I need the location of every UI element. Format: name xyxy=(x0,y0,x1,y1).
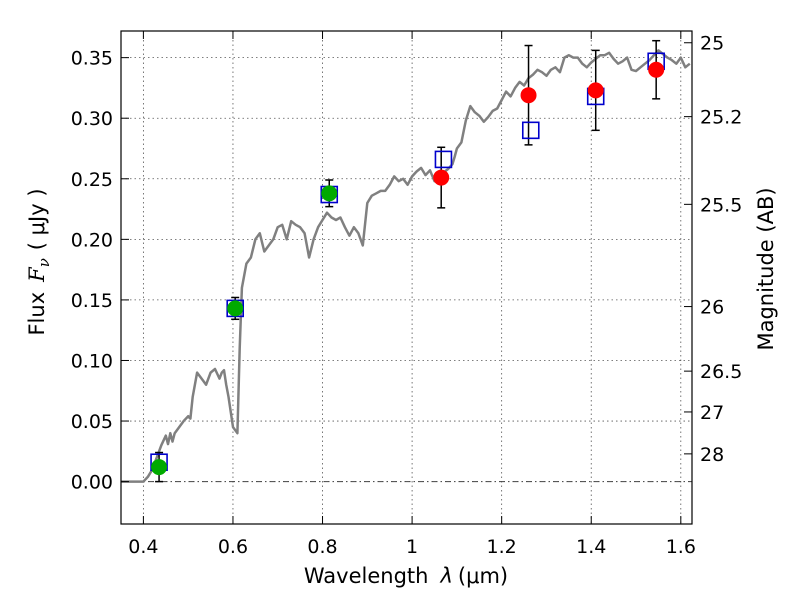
ticks: 0.4 0.6 0.8 1 1.2 1.4 1.6 0.00 0.05 0.10 0.15 0.20 0… xyxy=(71,31,742,558)
x-tick-label: 0.6 xyxy=(218,536,248,558)
model-square-marker xyxy=(434,150,453,169)
sed-model-line xyxy=(121,49,691,483)
observed-circle-marker xyxy=(433,169,450,186)
y-axis-label-subscript: ν xyxy=(35,258,53,267)
x-tick-label: 1.4 xyxy=(576,536,606,558)
grid xyxy=(121,31,692,524)
y-axis-label-unit: ( μJy ) xyxy=(25,188,49,250)
y2-tick-label: 26.5 xyxy=(700,361,742,383)
plot-area xyxy=(121,31,692,524)
observed-circle-marker xyxy=(151,459,168,476)
y-tick-label: 0.30 xyxy=(71,108,113,130)
axis-labels: Wavelength λ (μm) Flux Fν ( μJy ) Magnitude … xyxy=(25,187,778,588)
x-tick-label: 0.4 xyxy=(128,536,158,558)
y-tick-label: 0.10 xyxy=(71,350,113,372)
x-tick-label: 1.6 xyxy=(666,536,696,558)
y2-tick-label: 25 xyxy=(700,33,724,55)
observed-circle-marker xyxy=(648,61,665,78)
axes-frame-box xyxy=(120,30,693,525)
y2-tick-label: 26 xyxy=(700,297,724,319)
y2-tick-label: 25.5 xyxy=(700,194,742,216)
y-tick-label: 0.15 xyxy=(71,290,113,312)
axes-frame xyxy=(120,30,693,525)
x-axis-label: Wavelength λ (μm) xyxy=(304,564,508,588)
y2-tick-label: 25.2 xyxy=(700,107,742,129)
x-tick-label: 0.8 xyxy=(307,536,337,558)
observed-circle-marker xyxy=(227,300,244,317)
y-tick-label: 0.05 xyxy=(71,411,113,433)
x-axis-label-text: Wavelength xyxy=(304,564,429,588)
observed-circle-marker xyxy=(520,87,537,104)
y-tick-label: 0.35 xyxy=(71,48,113,70)
y-tick-label: 0.20 xyxy=(71,229,113,251)
x-axis-label-unit: (μm) xyxy=(458,564,508,588)
observed-circle-marker xyxy=(587,82,604,99)
model-square-marker xyxy=(521,121,540,140)
y2-tick-label: 28 xyxy=(700,444,724,466)
observed-circle-marker xyxy=(321,185,338,202)
x-tick-label: 1.2 xyxy=(487,536,517,558)
y-axis-label-symbol: F xyxy=(25,266,49,283)
plot-background xyxy=(121,31,692,524)
y-axis-label-text: Flux xyxy=(25,292,49,336)
y-tick-label: 0.25 xyxy=(71,169,113,191)
markers xyxy=(150,52,665,476)
y-axis-label: Flux Fν ( μJy ) xyxy=(25,188,53,335)
x-tick-label: 1 xyxy=(406,536,418,558)
y2-tick-label: 27 xyxy=(700,402,724,424)
y-tick-label: 0.00 xyxy=(71,472,113,494)
x-axis-label-symbol: λ xyxy=(439,564,452,588)
sed-model-layer xyxy=(121,49,691,483)
y2-axis-label: Magnitude (AB) xyxy=(754,187,778,350)
